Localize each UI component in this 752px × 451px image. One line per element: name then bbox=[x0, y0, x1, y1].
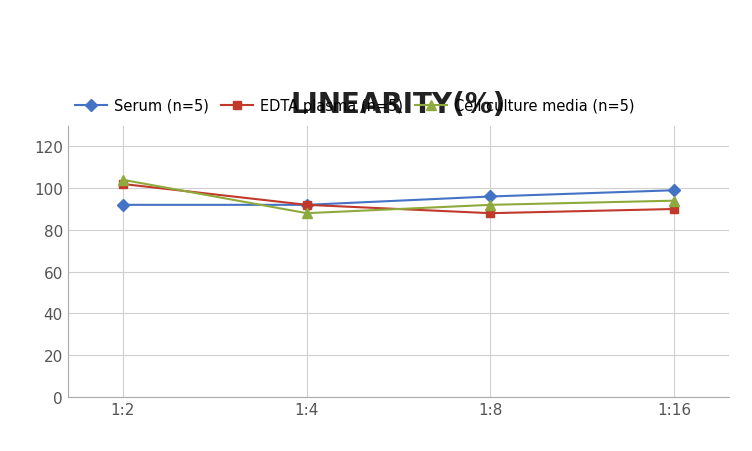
Line: Serum (n=5): Serum (n=5) bbox=[119, 187, 678, 210]
Cell culture media (n=5) bbox=[302, 211, 311, 216]
EDTA plasma (n=5) bbox=[670, 207, 679, 212]
Cell culture media (n=5) bbox=[670, 198, 679, 204]
Serum (n=5) bbox=[670, 188, 679, 193]
Line: EDTA plasma (n=5): EDTA plasma (n=5) bbox=[119, 180, 678, 218]
Serum (n=5) bbox=[486, 194, 495, 200]
EDTA plasma (n=5) bbox=[486, 211, 495, 216]
EDTA plasma (n=5) bbox=[118, 182, 127, 187]
Line: Cell culture media (n=5): Cell culture media (n=5) bbox=[118, 175, 679, 219]
EDTA plasma (n=5) bbox=[302, 202, 311, 208]
Cell culture media (n=5) bbox=[486, 202, 495, 208]
Legend: Serum (n=5), EDTA plasma (n=5), Cell culture media (n=5): Serum (n=5), EDTA plasma (n=5), Cell cul… bbox=[75, 99, 635, 114]
Cell culture media (n=5) bbox=[118, 178, 127, 183]
Serum (n=5) bbox=[118, 202, 127, 208]
Title: LINEARITY(%): LINEARITY(%) bbox=[291, 91, 506, 119]
Serum (n=5) bbox=[302, 202, 311, 208]
